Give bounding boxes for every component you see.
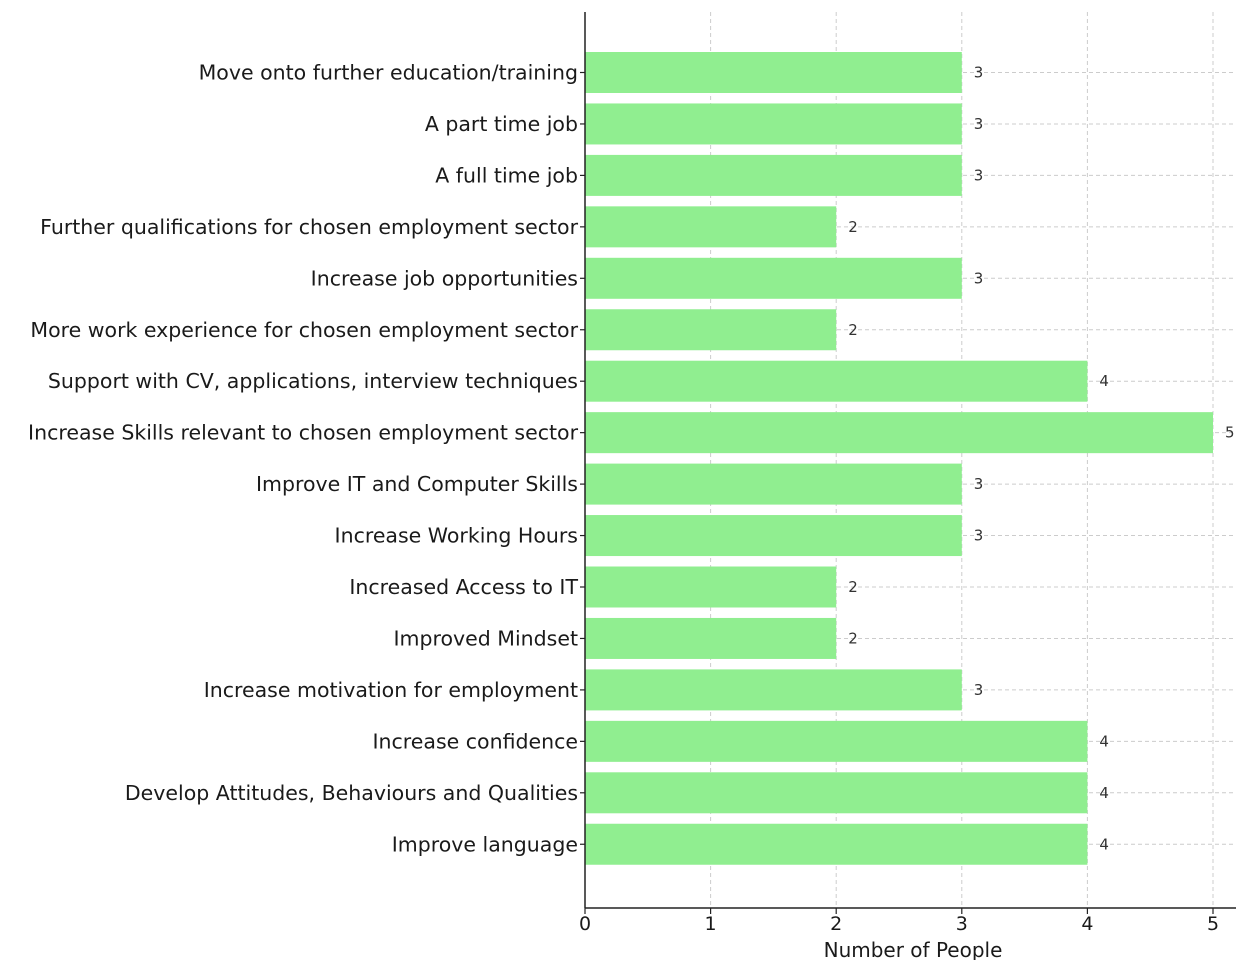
category-label: Improved Mindset: [393, 626, 578, 650]
category-label: Increase motivation for employment: [204, 678, 578, 702]
bar: [585, 823, 1088, 865]
x-tick-label: 2: [830, 913, 842, 935]
bars: [585, 52, 1213, 865]
bar: [585, 52, 962, 93]
bar: [585, 154, 962, 196]
category-label: Increase Skills relevant to chosen emplo…: [28, 421, 579, 445]
axes: [584, 12, 1236, 909]
x-tick-label: 0: [579, 913, 591, 935]
bar: [585, 206, 837, 248]
data-label: 4: [1099, 784, 1109, 802]
category-label: Increase job opportunities: [311, 266, 578, 290]
data-label: 3: [974, 166, 984, 184]
data-labels: 3 3 3 2 3 2 4 5 3 3 2 2 3 4 4 4: [848, 64, 1234, 854]
bar: [585, 360, 1088, 402]
data-label: 2: [848, 218, 858, 236]
data-label: 4: [1099, 732, 1109, 750]
bar: [585, 669, 962, 711]
bar: [585, 617, 837, 659]
data-label: 3: [974, 115, 984, 133]
category-labels: Move onto further education/training A pa…: [28, 61, 585, 856]
data-label: 4: [1099, 372, 1109, 390]
category-label: Increase confidence: [373, 729, 579, 753]
bar: [585, 309, 837, 351]
category-label: A part time job: [425, 112, 578, 136]
bar: [585, 515, 962, 557]
category-label: More work experience for chosen employme…: [30, 318, 578, 342]
bar: [585, 720, 1088, 762]
bar: [585, 257, 962, 299]
data-label: 2: [848, 578, 858, 596]
x-tick-label: 5: [1207, 913, 1219, 935]
bar: [585, 772, 1088, 814]
data-label: 3: [974, 64, 984, 82]
bar: [585, 412, 1213, 454]
category-label: Move onto further education/training: [199, 61, 578, 85]
category-label: A full time job: [435, 163, 578, 187]
x-ticks: 0 1 2 3 4 5: [579, 908, 1219, 935]
category-label: Increased Access to IT: [349, 575, 578, 599]
x-tick-label: 4: [1081, 913, 1093, 935]
x-tick-label: 3: [956, 913, 968, 935]
category-label: Improve language: [392, 832, 578, 856]
x-axis-title: Number of People: [824, 938, 1003, 960]
category-label: Support with CV, applications, interview…: [48, 369, 578, 393]
category-label: Improve IT and Computer Skills: [256, 472, 578, 496]
data-label: 2: [848, 321, 858, 339]
data-label: 3: [974, 475, 984, 493]
bar: [585, 103, 962, 145]
bar: [585, 463, 962, 505]
category-label: Increase Working Hours: [335, 524, 578, 548]
data-label: 4: [1099, 835, 1109, 853]
x-tick-label: 1: [705, 913, 717, 935]
data-label: 5: [1225, 424, 1235, 442]
category-label: Develop Attitudes, Behaviours and Qualit…: [125, 781, 578, 805]
data-label: 3: [974, 681, 984, 699]
data-label: 3: [974, 527, 984, 545]
data-label: 2: [848, 629, 858, 647]
data-label: 3: [974, 269, 984, 287]
category-label: Further qualifications for chosen employ…: [40, 215, 578, 239]
bar: [585, 566, 837, 608]
